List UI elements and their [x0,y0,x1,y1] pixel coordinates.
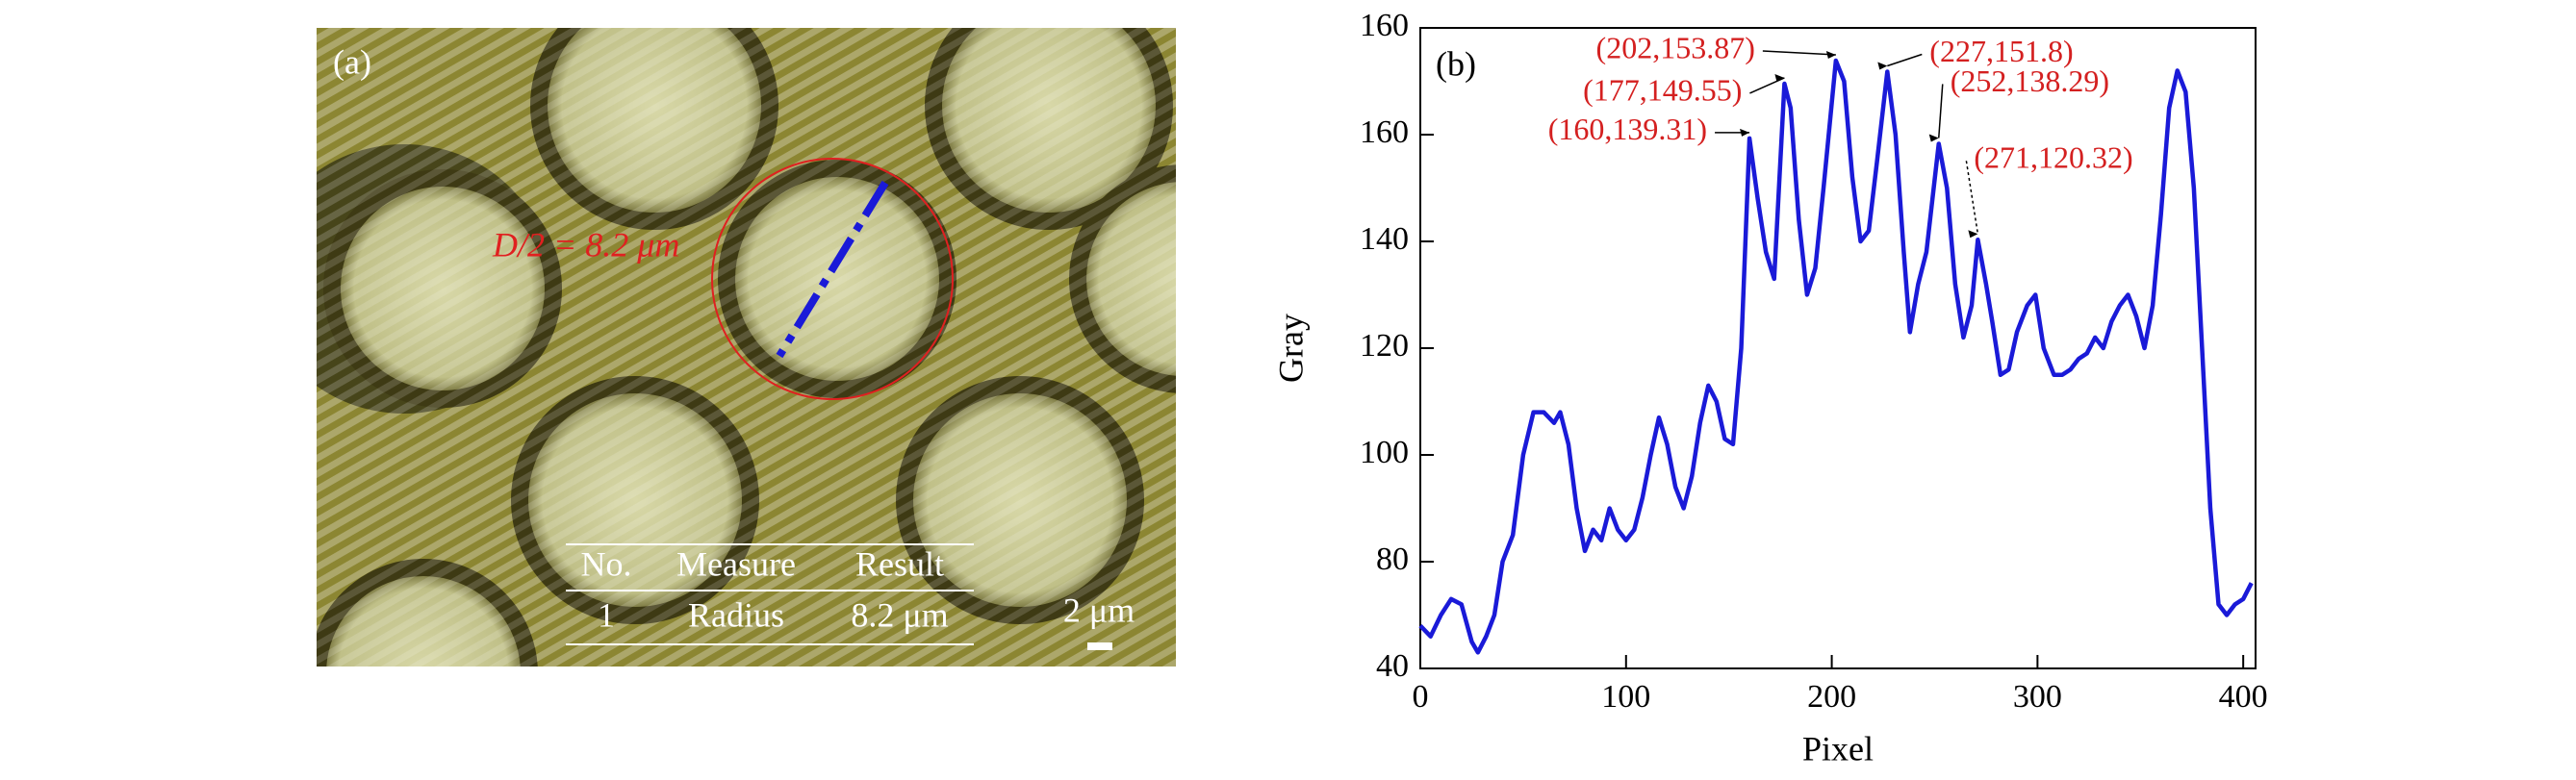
y-tick-label: 100 [1360,435,1409,470]
table-cell: 8.2 μm [851,595,948,634]
panel-label: (a) [333,42,371,81]
chart: 0 100 200 300 400 40 80 100 120 140 160 160 Pixel Gra… [1271,8,2267,767]
scale-bar [1087,642,1112,650]
table-header: No. [581,544,632,583]
annotation-label: (271,120.32) [1974,140,2132,175]
table-header: Result [855,544,944,583]
y-axis-label: Gray [1271,314,1310,383]
annotation-label: (202,153.87) [1596,30,1755,64]
arrow-head [1877,62,1888,70]
table-cell: 1 [598,595,615,634]
x-tick-label: 100 [1601,679,1650,715]
y-tick-label: 140 [1360,221,1409,257]
data-line [1418,58,2254,655]
annotation-arrow [1938,84,1944,138]
annotation-arrow [1887,53,1923,67]
x-axis-label: Pixel [1802,729,1874,767]
annotation-label: (252,138.29) [1951,63,2109,98]
annotation-arrow [1762,50,1836,56]
radius-annotation: D/2 = 8.2 μm [492,225,679,264]
panel-label: (b) [1436,44,1476,83]
annotation-label: (227,151.8) [1929,34,2073,68]
arrow-head [1774,73,1785,82]
result-table: No. Measure Result 1 Radius 8.2 μm [566,543,974,645]
micrograph [317,28,1176,667]
arrow-head [1825,51,1836,60]
annotation-arrow [1965,161,1979,235]
annotation-label: (177,149.55) [1583,72,1742,107]
table-header: Measure [676,544,796,583]
plot-frame [1419,27,2257,669]
y-tick-label: 80 [1376,541,1409,577]
table-cell: Radius [688,595,784,634]
y-tick-label: 40 [1376,648,1409,684]
arrow-head [1928,134,1939,142]
x-tick-label: 300 [2013,679,2062,715]
arrow-head [1740,128,1750,137]
x-tick-label: 400 [2219,679,2268,715]
scale-bar-label: 2 μm [1063,591,1135,629]
x-tick-label: 0 [1413,679,1429,715]
arrow-head [1968,230,1978,239]
y-tick-label: 120 [1360,328,1409,364]
x-tick-label: 200 [1807,679,1856,715]
y-tick-label: 160 [1360,114,1409,150]
y-tick-label: 160 [1360,8,1409,43]
annotation-label: (160,139.31) [1548,112,1707,146]
